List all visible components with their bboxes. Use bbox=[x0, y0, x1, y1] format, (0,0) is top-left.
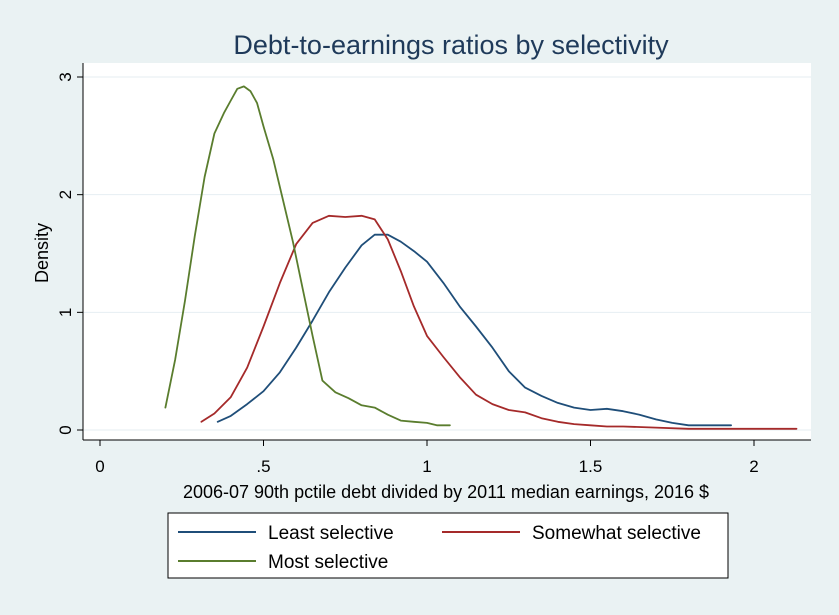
x-axis-label: 2006-07 90th pctile debt divided by 2011… bbox=[183, 482, 709, 502]
axes bbox=[82, 63, 811, 441]
x-tick-label: 0 bbox=[95, 457, 104, 476]
chart-title: Debt-to-earnings ratios by selectivity bbox=[233, 30, 669, 60]
x-tick-label: .5 bbox=[256, 457, 270, 476]
legend-box bbox=[167, 512, 729, 579]
series-line-least-selective bbox=[216, 233, 732, 427]
series-line-somewhat-selective bbox=[200, 214, 798, 430]
x-tick-label: 1 bbox=[422, 457, 431, 476]
y-tick-label: 0 bbox=[56, 425, 75, 434]
gridlines bbox=[83, 76, 811, 431]
legend-label-somewhat-selective: Somewhat selective bbox=[532, 523, 701, 544]
legend: Least selective Somewhat selective Most se… bbox=[167, 512, 729, 579]
y-tick-label: 2 bbox=[56, 190, 75, 199]
x-tick-label: 2 bbox=[749, 457, 758, 476]
series-line-most-selective bbox=[164, 85, 451, 427]
legend-label-most-selective: Most selective bbox=[268, 552, 388, 573]
ticks: 0 1 2 3 0 .5 1 1.5 2 bbox=[56, 72, 759, 476]
x-tick-label: 1.5 bbox=[579, 457, 603, 476]
y-axis-label: Density bbox=[32, 223, 52, 283]
y-tick-label: 3 bbox=[56, 72, 75, 81]
plot-background bbox=[83, 63, 811, 440]
y-tick-label: 1 bbox=[56, 308, 75, 317]
series-lines bbox=[164, 85, 798, 430]
legend-label-least-selective: Least selective bbox=[268, 523, 394, 544]
